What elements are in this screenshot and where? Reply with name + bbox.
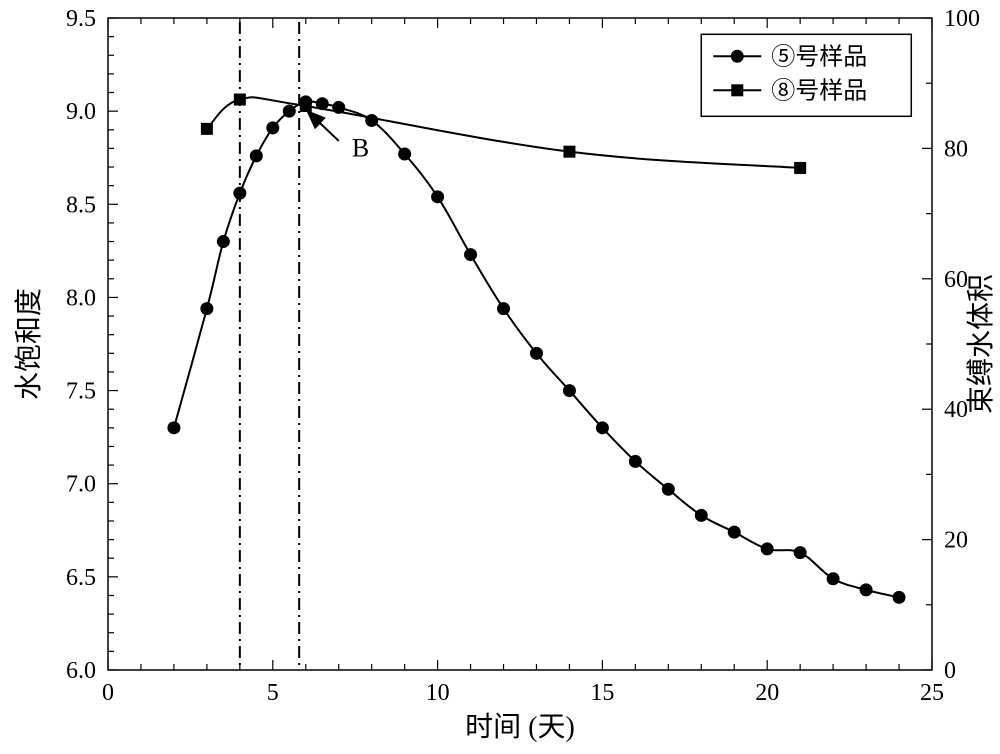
y-left-tick-label: 8.5	[66, 192, 96, 218]
data-point	[234, 187, 246, 199]
data-point	[629, 455, 641, 467]
data-point	[465, 249, 477, 261]
y-left-tick-label: 7.5	[66, 379, 96, 405]
data-point	[250, 150, 262, 162]
data-point	[283, 105, 295, 117]
legend-label: ⑧号样品	[771, 77, 867, 104]
chart-svg: 0 5 10 15 20 25 时间 (天) 6.0 6.5 7.0 7.5 8.0 8.5 9.0 9.5…	[0, 0, 1000, 754]
data-point	[267, 122, 279, 134]
data-point	[168, 422, 180, 434]
y-right-tick-label: 100	[944, 6, 980, 32]
y-left-tick-label: 6.0	[66, 658, 96, 684]
data-point	[728, 526, 740, 538]
y-left-tick-label: 6.5	[66, 565, 96, 591]
data-point	[234, 94, 245, 105]
legend-marker-square	[732, 85, 743, 96]
legend-label: ⑤号样品	[771, 43, 867, 70]
data-point	[530, 347, 542, 359]
data-point	[761, 543, 773, 555]
data-point	[201, 123, 212, 134]
y-right-tick-label: 60	[944, 267, 968, 293]
y-right-axis-label: 束缚水体积	[965, 274, 997, 414]
x-tick-label: 25	[920, 680, 944, 706]
data-point	[860, 584, 872, 596]
x-tick-label: 0	[102, 680, 114, 706]
y-left-tick-label: 7.0	[66, 472, 96, 498]
y-left-axis-label: 水饱和度	[13, 288, 45, 400]
data-point	[201, 303, 213, 315]
annotation-arrow	[307, 111, 338, 141]
data-point	[564, 146, 575, 157]
annotation-label: B	[352, 133, 369, 162]
data-point	[563, 385, 575, 397]
y-left-tick-label: 9.5	[66, 6, 96, 32]
chart-container: 0 5 10 15 20 25 时间 (天) 6.0 6.5 7.0 7.5 8.0 8.5 9.0 9.5…	[0, 0, 1000, 754]
x-tick-label: 20	[755, 680, 779, 706]
x-tick-label: 10	[426, 680, 450, 706]
y-right-tick-label: 20	[944, 528, 968, 554]
data-point	[893, 591, 905, 603]
y-right-tick-label: 80	[944, 136, 968, 162]
data-point	[432, 191, 444, 203]
data-point	[399, 148, 411, 160]
x-tick-label: 5	[267, 680, 279, 706]
y-right-tick-label: 40	[944, 397, 968, 423]
data-point	[794, 547, 806, 559]
legend-marker-circle	[731, 50, 743, 62]
data-point	[827, 573, 839, 585]
data-point	[300, 101, 311, 112]
data-point	[695, 509, 707, 521]
y-right-tick-label: 0	[944, 658, 956, 684]
y-left-tick-label: 8.0	[66, 285, 96, 311]
data-point	[662, 483, 674, 495]
data-point	[596, 422, 608, 434]
x-axis-label: 时间 (天)	[465, 711, 575, 743]
data-point	[498, 303, 510, 315]
data-point	[795, 162, 806, 173]
data-point	[217, 236, 229, 248]
y-left-tick-label: 9.0	[66, 99, 96, 125]
x-tick-label: 15	[590, 680, 614, 706]
